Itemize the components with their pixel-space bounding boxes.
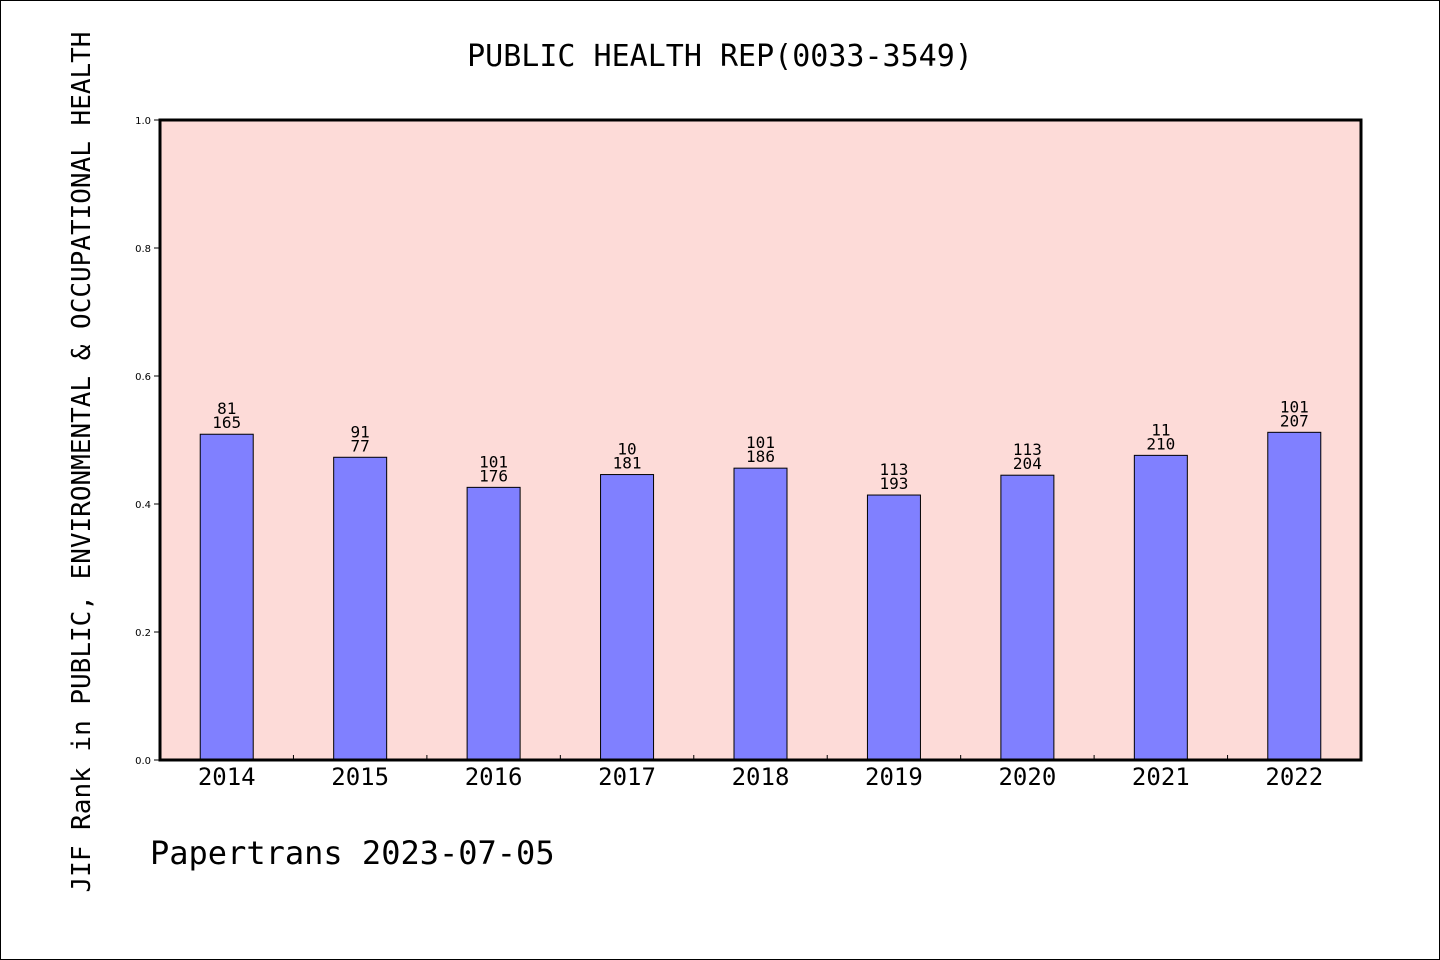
bar-total-label: 165 [212, 413, 241, 432]
x-tick-label: 2014 [198, 763, 256, 791]
bar-2021 [1133, 454, 1188, 761]
bar-rank-label: 113 [1013, 440, 1042, 459]
bar-total-label: 77 [351, 436, 370, 455]
footer-credit: Papertrans 2023-07-05 [150, 834, 555, 872]
bar-2018 [733, 467, 788, 761]
x-tick-label: 2020 [998, 763, 1056, 791]
y-tick-label: 1.0 [135, 116, 151, 127]
bar-2020 [1000, 474, 1055, 761]
bar-rank-label: 101 [479, 452, 508, 471]
bar-rank-label: 11 [1151, 420, 1170, 439]
y-tick-label: 0.4 [135, 500, 151, 511]
x-tick-label: 2016 [465, 763, 523, 791]
bar-total-label: 204 [1013, 454, 1042, 473]
bar-total-label: 186 [746, 447, 775, 466]
y-axis-label: JIF Rank in PUBLIC, ENVIRONMENTAL & OCCU… [67, 32, 97, 893]
bar-total-label: 181 [613, 454, 642, 473]
x-tick-label: 2015 [331, 763, 389, 791]
x-tick-label: 2017 [598, 763, 656, 791]
bar-total-label: 193 [879, 474, 908, 493]
bar-2015 [333, 456, 388, 761]
bar-rank-label: 101 [1280, 397, 1309, 416]
y-tick-label: 0.2 [135, 628, 151, 639]
bar-2017 [600, 474, 655, 761]
bar-total-label: 176 [479, 466, 508, 485]
bar-rank-label: 81 [217, 399, 236, 418]
bar-2016 [466, 486, 521, 761]
bar-rank-label: 101 [746, 433, 775, 452]
y-tick-label: 0.6 [135, 372, 151, 383]
bar-rank-label: 91 [351, 422, 370, 441]
bar-total-label: 210 [1146, 434, 1175, 453]
chart-title: PUBLIC HEALTH REP(0033-3549) [467, 39, 973, 74]
bar-rank-label: 10 [617, 440, 636, 459]
y-tick-label: 0.0 [135, 756, 151, 767]
y-tick-label: 0.8 [135, 244, 151, 255]
x-tick-label: 2018 [732, 763, 790, 791]
bar-2014 [199, 433, 254, 761]
bar-total-label: 207 [1280, 411, 1309, 430]
bar-2022 [1267, 431, 1322, 761]
bar-2019 [866, 494, 921, 761]
x-tick-label: 2019 [865, 763, 923, 791]
bar-rank-label: 113 [879, 460, 908, 479]
x-tick-label: 2021 [1132, 763, 1190, 791]
plot-border [158, 118, 1363, 762]
x-tick-label: 2022 [1265, 763, 1323, 791]
